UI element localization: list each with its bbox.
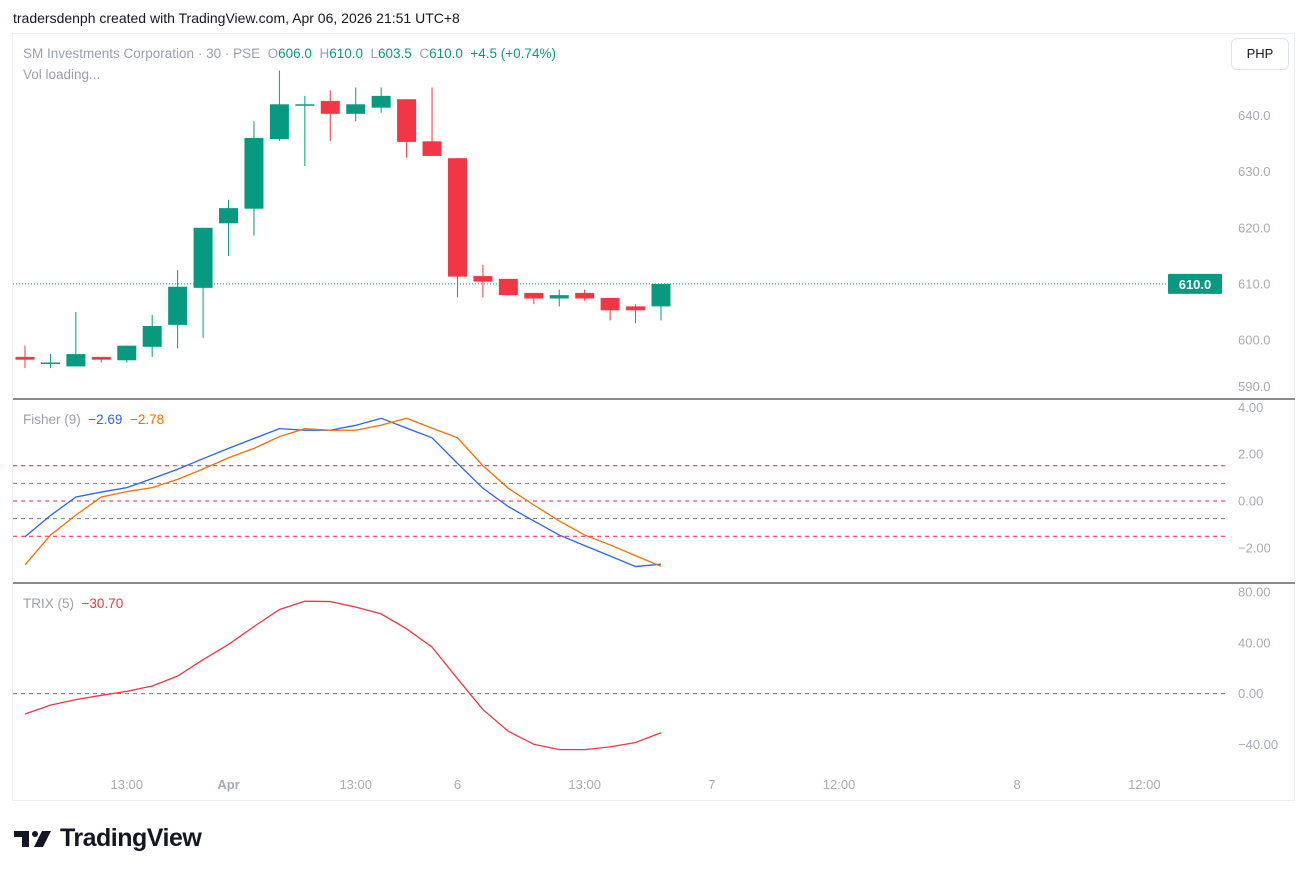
candle[interactable]: [600, 297, 620, 311]
last-price-label: 610.0: [1179, 277, 1212, 292]
close-label: C: [419, 46, 430, 61]
tradingview-logo[interactable]: TradingView: [14, 824, 202, 853]
time-axis-label: 7: [708, 777, 715, 792]
candle[interactable]: [117, 345, 137, 361]
symbol-legend: SM Investments Corporation · 30 · PSE O6…: [23, 46, 556, 61]
price-axis-label: 640.0: [1238, 108, 1271, 123]
tradingview-logo-icon: [14, 830, 51, 847]
candle[interactable]: [397, 99, 417, 142]
open-value: 606.0: [278, 46, 312, 61]
fisher-axis-label: 0.00: [1238, 493, 1263, 508]
trix-title: TRIX (5): [23, 596, 75, 611]
candle[interactable]: [269, 104, 289, 140]
close-value: 610.0: [429, 46, 463, 61]
time-axis-label: Apr: [217, 777, 239, 792]
candle[interactable]: [575, 292, 595, 299]
fisher-axis-label: 4.00: [1238, 400, 1263, 415]
candle[interactable]: [651, 283, 671, 307]
time-axis-label: 13:00: [568, 777, 601, 792]
candle[interactable]: [498, 278, 518, 296]
trix-legend[interactable]: TRIX (5) −30.70: [23, 596, 123, 611]
trigger-line[interactable]: [24, 417, 662, 567]
price-axis-label: 610.0: [1238, 276, 1271, 291]
candle[interactable]: [524, 292, 544, 299]
price-axis-label: 600.0: [1238, 333, 1271, 348]
high-value: 610.0: [329, 46, 363, 61]
time-axis-label: 13:00: [339, 777, 372, 792]
fisher-value: −2.69: [88, 412, 123, 427]
candle[interactable]: [193, 227, 213, 288]
candle[interactable]: [15, 356, 35, 360]
logo-text: TradingView: [60, 824, 202, 852]
chart-credit: tradersdenph created with TradingView.co…: [13, 10, 460, 26]
high-label: H: [319, 46, 330, 61]
time-axis-label: 12:00: [1128, 777, 1161, 792]
volume-legend[interactable]: Vol loading...: [23, 67, 101, 82]
time-axis-label: 6: [454, 777, 461, 792]
fisher-axis-label: 2.00: [1238, 446, 1263, 461]
time-axis-label: 8: [1014, 777, 1021, 792]
trix-value: −30.70: [81, 596, 124, 611]
trix-axis-label: 40.00: [1238, 635, 1271, 650]
candle[interactable]: [219, 208, 239, 224]
candle[interactable]: [40, 362, 60, 365]
candle[interactable]: [142, 326, 162, 347]
fisher-line[interactable]: [24, 417, 662, 568]
candle[interactable]: [320, 100, 340, 114]
fisher-legend[interactable]: Fisher (9) −2.69 −2.78: [23, 412, 164, 427]
price-axis-label: 590.0: [1238, 379, 1271, 394]
fisher-axis-label: −2.00: [1238, 540, 1271, 555]
currency-button[interactable]: PHP: [1231, 38, 1289, 70]
candle[interactable]: [371, 95, 391, 108]
candle[interactable]: [626, 306, 646, 311]
last-price-badge: [1168, 273, 1222, 294]
trix-line[interactable]: [24, 600, 662, 751]
trix-axis-label: −40.00: [1238, 737, 1278, 752]
chart-frame: [12, 33, 1295, 801]
trigger-value: −2.78: [129, 412, 165, 427]
candle[interactable]: [473, 276, 493, 282]
trix-axis-label: 0.00: [1238, 686, 1263, 701]
time-axis-label: 12:00: [823, 777, 856, 792]
symbol-title[interactable]: SM Investments Corporation · 30 · PSE: [23, 46, 261, 61]
trix-axis-label: 80.00: [1238, 584, 1271, 599]
low-label: L: [370, 46, 379, 61]
low-value: 603.5: [378, 46, 412, 61]
candle[interactable]: [244, 137, 264, 209]
price-axis-label: 620.0: [1238, 220, 1271, 235]
candle[interactable]: [422, 141, 442, 156]
change-value: +4.5 (+0.74%): [470, 46, 556, 61]
candle[interactable]: [168, 286, 188, 325]
candle[interactable]: [91, 356, 111, 360]
fisher-title: Fisher (9): [23, 412, 81, 427]
candle[interactable]: [447, 158, 467, 277]
candle[interactable]: [549, 295, 569, 299]
candle[interactable]: [295, 104, 315, 106]
price-axis-label: 630.0: [1238, 164, 1271, 179]
candle[interactable]: [346, 104, 366, 114]
open-label: O: [267, 46, 279, 61]
time-axis-label: 13:00: [110, 777, 143, 792]
candle[interactable]: [66, 354, 86, 367]
